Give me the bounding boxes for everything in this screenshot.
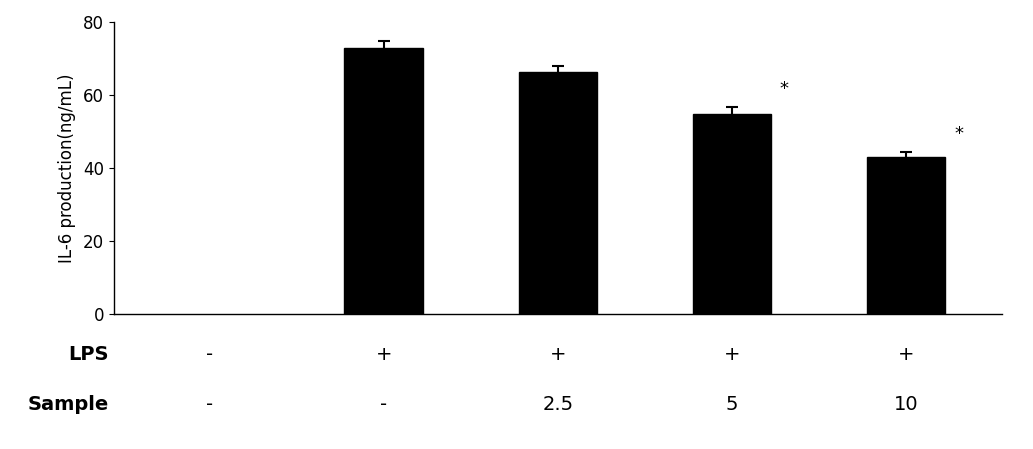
Text: LPS: LPS <box>68 345 108 364</box>
Text: *: * <box>954 125 963 143</box>
Text: +: + <box>375 345 392 364</box>
Text: Sample: Sample <box>27 395 108 414</box>
Y-axis label: IL-6 production(ng/mL): IL-6 production(ng/mL) <box>58 74 75 263</box>
Text: *: * <box>780 80 789 98</box>
Bar <box>519 72 597 314</box>
Text: -: - <box>380 395 387 414</box>
Bar <box>693 114 772 314</box>
Text: +: + <box>550 345 566 364</box>
Text: +: + <box>898 345 914 364</box>
Text: 10: 10 <box>894 395 918 414</box>
Text: 5: 5 <box>726 395 739 414</box>
Text: +: + <box>724 345 741 364</box>
Text: -: - <box>206 345 213 364</box>
Bar <box>867 158 945 314</box>
Bar <box>344 48 422 314</box>
Text: 2.5: 2.5 <box>542 395 573 414</box>
Text: -: - <box>206 395 213 414</box>
